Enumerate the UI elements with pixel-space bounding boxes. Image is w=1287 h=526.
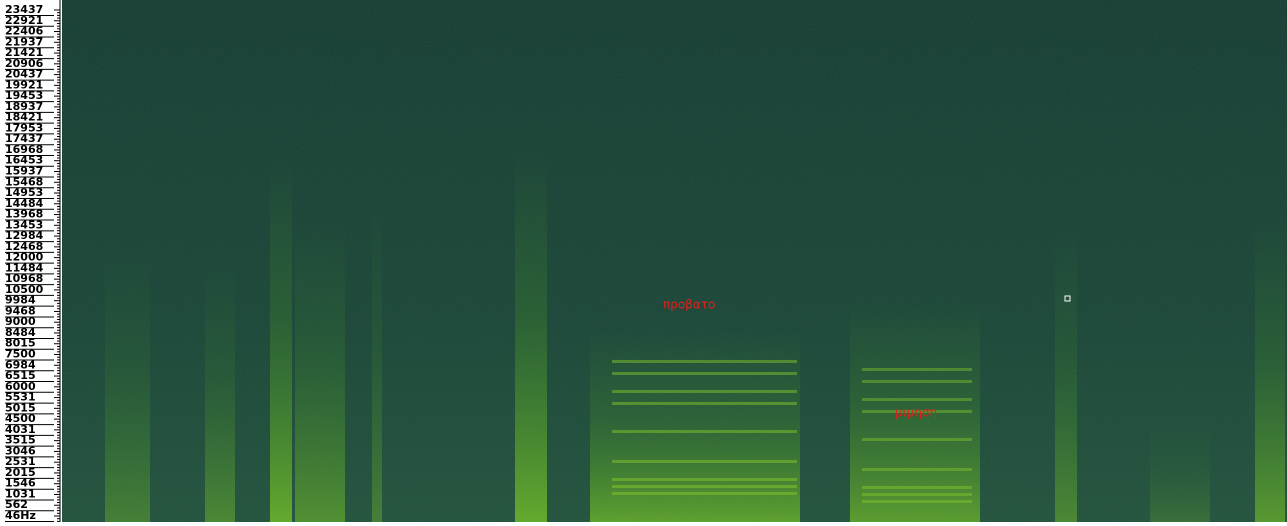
frequency-label: 21421: [5, 46, 43, 59]
frequency-label: 22921: [5, 14, 43, 27]
frequency-label: 18937: [5, 100, 43, 113]
energy-band: [295, 220, 345, 522]
harmonic: [612, 402, 797, 405]
energy-band: [850, 300, 980, 522]
harmonic: [612, 478, 797, 481]
energy-band: [1150, 420, 1210, 522]
frequency-label: 10968: [5, 272, 43, 285]
frequency-label: 19921: [5, 78, 43, 91]
frequency-label: 9468: [5, 304, 36, 317]
energy-band: [105, 250, 150, 522]
frequency-label: 16453: [5, 154, 43, 167]
frequency-label: 7500: [5, 348, 36, 361]
energy-band: [1255, 220, 1285, 522]
frequency-label: 6515: [5, 369, 36, 382]
frequency-label: 5015: [5, 401, 36, 414]
frequency-label: 9000: [5, 315, 36, 328]
frequency-label: 13453: [5, 218, 43, 231]
harmonic: [862, 368, 972, 371]
frequency-label: 23437: [5, 3, 43, 16]
frequency-label: 10500: [5, 283, 44, 296]
harmonic: [612, 460, 797, 463]
frequency-label: 19453: [5, 89, 43, 102]
frequency-label: 12000: [5, 251, 44, 264]
frequency-label: 18421: [5, 111, 43, 124]
frequency-label: 2531: [5, 455, 36, 468]
frequency-label: 4500: [5, 412, 36, 425]
cursor-marker: [1064, 295, 1071, 302]
frequency-label: 16968: [5, 143, 43, 156]
energy-bands: [105, 150, 1285, 522]
frequency-label: 12984: [5, 229, 44, 242]
harmonic: [862, 500, 972, 503]
frequency-label: 562: [5, 498, 28, 511]
frequency-label: 11484: [5, 261, 44, 274]
frequency-label: 14953: [5, 186, 43, 199]
harmonic: [612, 390, 797, 393]
harmonic: [862, 410, 972, 413]
energy-band: [205, 260, 235, 522]
frequency-label: 5531: [5, 391, 36, 404]
frequency-label: 3515: [5, 434, 36, 447]
harmonic: [612, 372, 797, 375]
energy-band: [515, 150, 547, 522]
annotation: μιμηση: [895, 406, 937, 420]
harmonic: [612, 485, 797, 488]
frequency-label: 17953: [5, 121, 43, 134]
frequency-label: 21937: [5, 35, 43, 48]
frequency-label: 46Hz: [5, 509, 36, 522]
frequency-label: 6984: [5, 358, 36, 371]
harmonic: [612, 360, 797, 363]
energy-band: [270, 160, 292, 522]
harmonic: [612, 430, 797, 433]
frequency-label: 13968: [5, 208, 43, 221]
frequency-label: 2015: [5, 466, 36, 479]
harmonic: [862, 486, 972, 489]
frequency-label: 12468: [5, 240, 43, 253]
harmonic: [862, 398, 972, 401]
energy-band: [372, 200, 382, 522]
harmonic: [612, 492, 797, 495]
frequency-label: 4031: [5, 423, 36, 436]
frequency-label: 8015: [5, 337, 36, 350]
harmonic: [862, 468, 972, 471]
frequency-scale: 2343722921224062193721421209062043719921…: [5, 0, 61, 525]
frequency-label: 1546: [5, 477, 36, 490]
frequency-label: 9984: [5, 294, 36, 307]
harmonic: [862, 493, 972, 496]
annotation: προβατο: [663, 298, 715, 312]
frequency-label: 20437: [5, 68, 43, 81]
frequency-label: 15937: [5, 164, 43, 177]
harmonic: [862, 438, 972, 441]
harmonic: [862, 380, 972, 383]
frequency-label: 8484: [5, 326, 36, 339]
frequency-label: 6000: [5, 380, 36, 393]
frequency-label: 20906: [5, 57, 44, 70]
frequency-label: 1031: [5, 487, 36, 500]
frequency-label: 17437: [5, 132, 43, 145]
frequency-label: 14484: [5, 197, 44, 210]
energy-band: [590, 330, 800, 522]
frequency-label: 15468: [5, 175, 43, 188]
frequency-label: 3046: [5, 444, 36, 457]
frequency-label: 22406: [5, 25, 44, 38]
energy-band: [1055, 230, 1077, 522]
